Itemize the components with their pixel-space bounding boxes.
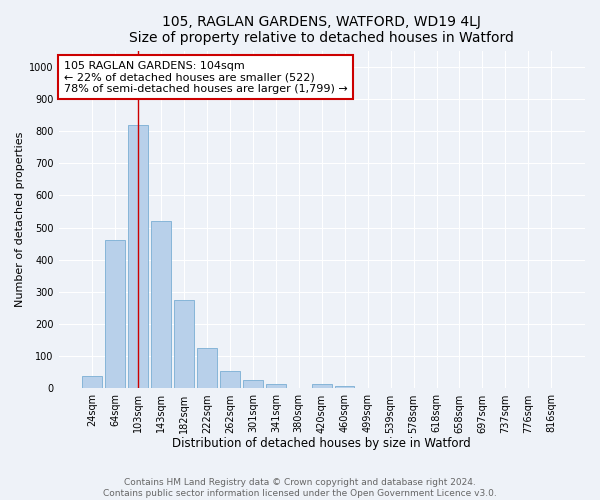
Bar <box>128 124 148 388</box>
Text: Contains HM Land Registry data © Crown copyright and database right 2024.
Contai: Contains HM Land Registry data © Crown c… <box>103 478 497 498</box>
Text: 105 RAGLAN GARDENS: 104sqm
← 22% of detached houses are smaller (522)
78% of sem: 105 RAGLAN GARDENS: 104sqm ← 22% of deta… <box>64 60 347 94</box>
Y-axis label: Number of detached properties: Number of detached properties <box>15 132 25 307</box>
Bar <box>151 221 171 388</box>
Bar <box>335 386 355 388</box>
X-axis label: Distribution of detached houses by size in Watford: Distribution of detached houses by size … <box>172 437 471 450</box>
Bar <box>197 348 217 389</box>
Bar <box>243 380 263 388</box>
Bar <box>312 384 332 388</box>
Title: 105, RAGLAN GARDENS, WATFORD, WD19 4LJ
Size of property relative to detached hou: 105, RAGLAN GARDENS, WATFORD, WD19 4LJ S… <box>130 15 514 45</box>
Bar <box>106 240 125 388</box>
Bar <box>174 300 194 388</box>
Bar <box>220 371 239 388</box>
Bar <box>82 376 102 388</box>
Bar <box>266 384 286 388</box>
